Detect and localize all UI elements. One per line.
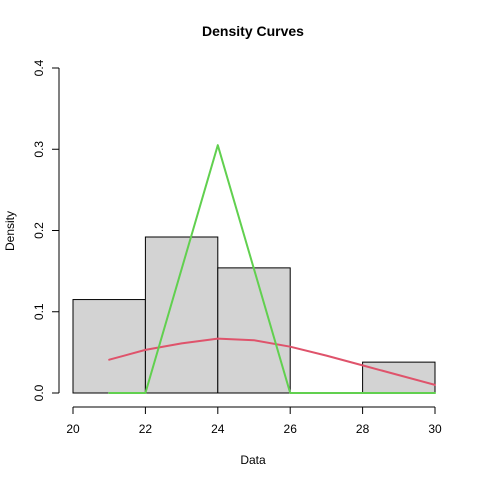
- x-tick-label-22: 22: [139, 422, 153, 436]
- y-tick-label-0.3: 0.3: [32, 141, 46, 158]
- chart-title: Density Curves: [202, 23, 304, 39]
- y-tick-label-0.0: 0.0: [32, 384, 46, 401]
- x-tick-label-30: 30: [428, 422, 442, 436]
- histogram-bar-0: [72, 299, 146, 394]
- y-axis-label: Density: [3, 211, 17, 251]
- density-curve-1: [108, 144, 436, 394]
- histogram-bar-2: [217, 267, 291, 394]
- x-tick-label-28: 28: [356, 422, 370, 436]
- histogram-bar-1: [144, 236, 219, 394]
- x-tick-label-26: 26: [284, 422, 298, 436]
- x-tick-label-20: 20: [66, 422, 80, 436]
- x-axis-label: Data: [240, 453, 266, 467]
- y-tick-label-0.4: 0.4: [32, 59, 46, 76]
- density-curves: [108, 144, 436, 394]
- density-curve-0: [108, 337, 436, 386]
- y-tick-label-0.1: 0.1: [32, 303, 46, 320]
- x-tick-label-24: 24: [211, 422, 225, 436]
- y-axis: 0.0 0.1 0.2 0.3 0.4: [32, 59, 60, 401]
- y-tick-label-0.2: 0.2: [32, 222, 46, 239]
- x-axis: 20 22 24 26 28 30: [66, 406, 442, 436]
- histogram-bar-4: [362, 361, 436, 394]
